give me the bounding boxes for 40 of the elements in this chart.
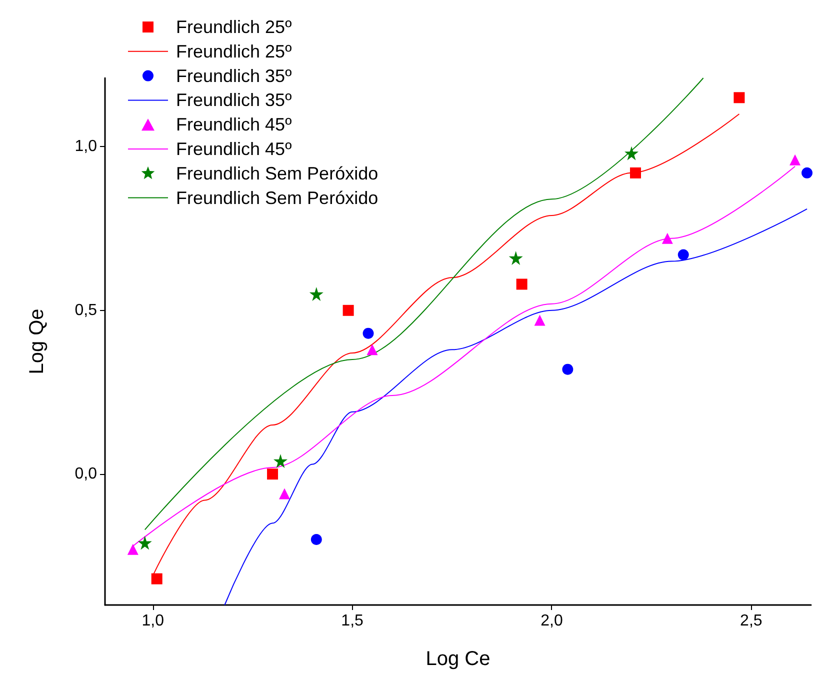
point [678, 249, 689, 260]
point [366, 344, 378, 356]
point [267, 468, 278, 480]
legend-label: Freundlich Sem Peróxido [176, 163, 378, 184]
legend-label: Freundlich 35º [176, 66, 292, 86]
x-tick-label: 1,5 [341, 612, 364, 630]
point [342, 304, 354, 316]
point [790, 154, 801, 166]
x-tick-label: 1,0 [142, 612, 164, 630]
legend-label: Freundlich 25º [176, 41, 292, 62]
y-tick-label: 0,5 [74, 302, 98, 319]
y-tick-label: 0,0 [74, 466, 98, 483]
point [274, 454, 288, 468]
point [310, 534, 322, 546]
point [278, 488, 290, 500]
legend-label: Freundlich 25º [176, 17, 292, 37]
point [802, 167, 813, 178]
point [127, 544, 138, 555]
legend-label: Freundlich 45º [176, 139, 292, 159]
point [138, 536, 152, 550]
legend-label: Freundlich 45º [176, 114, 292, 135]
point [508, 251, 523, 266]
x-tick-label: 2,5 [740, 612, 762, 630]
point [309, 287, 324, 302]
line-series [224, 208, 808, 606]
y-axis-title: Log Qe [26, 308, 48, 374]
point [516, 278, 528, 290]
point [630, 167, 641, 178]
point [734, 92, 745, 104]
x-axis-title: Log Ce [426, 648, 490, 670]
point [362, 328, 374, 339]
legend-label: Freundlich Sem Peróxido [176, 188, 378, 208]
point [562, 364, 574, 375]
legend-label: Freundlich 35º [176, 90, 292, 110]
point [662, 232, 673, 244]
point [151, 573, 162, 584]
point [624, 146, 639, 160]
y-tick-label: 1,0 [74, 138, 98, 156]
point [534, 314, 546, 326]
x-tick-label: 2,0 [540, 612, 563, 630]
